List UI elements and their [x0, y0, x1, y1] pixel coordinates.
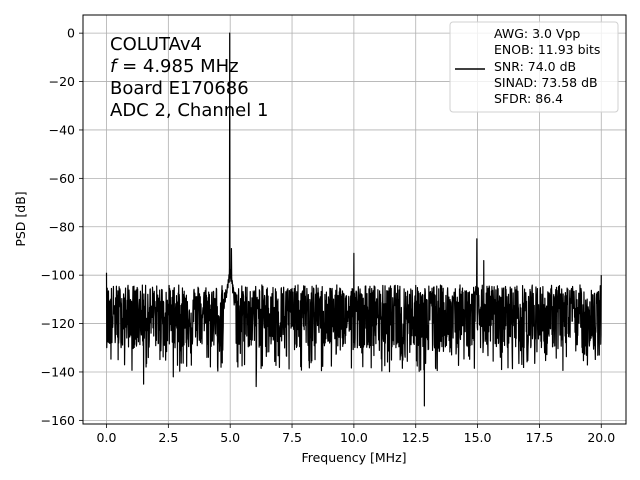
- legend-entry-sfdr: SFDR: 86.4: [494, 91, 563, 106]
- annotation-line-board: Board E170686: [110, 78, 249, 99]
- legend-entry-snr: SNR: 74.0 dB: [494, 59, 576, 74]
- legend: AWG: 3.0 Vpp ENOB: 11.93 bits SNR: 74.0 …: [449, 21, 619, 113]
- annotation-line-adc: ADC 2, Channel 1: [110, 100, 268, 121]
- x-tick-label: 0.0: [97, 430, 117, 445]
- y-tick-label: −20: [49, 74, 75, 89]
- x-tick-label: 7.5: [282, 430, 302, 445]
- x-tick-label: 10.0: [340, 430, 368, 445]
- y-tick-label: −140: [41, 364, 75, 379]
- x-axis-ticks: 0.0 2.5 5.0 7.5 10.0 12.5 15.0 17.5 20.0: [97, 424, 615, 445]
- annotation-line-frequency: f = 4.985 MHz: [110, 56, 239, 77]
- plot-area: [105, 32, 602, 407]
- legend-entry-enob: ENOB: 11.93 bits: [494, 42, 600, 57]
- x-tick-label: 2.5: [158, 430, 178, 445]
- frequency-symbol: f: [110, 56, 119, 77]
- y-tick-label: −120: [41, 316, 75, 331]
- psd-trace: [105, 32, 602, 407]
- legend-entry-awg: AWG: 3.0 Vpp: [494, 26, 580, 41]
- legend-entry-sinad: SINAD: 73.58 dB: [494, 75, 598, 90]
- legend-frame: [449, 21, 619, 113]
- x-tick-label: 20.0: [587, 430, 615, 445]
- x-tick-label: 17.5: [525, 430, 553, 445]
- y-tick-label: −160: [41, 413, 75, 428]
- y-axis-label: PSD [dB]: [13, 191, 28, 246]
- x-tick-label: 15.0: [464, 430, 492, 445]
- annotation-box: COLUTAv4 f = 4.985 MHz Board E170686 ADC…: [110, 34, 268, 121]
- y-axis-ticks: 0 −20 −40 −60 −80 −100 −120 −140 −160: [41, 26, 83, 428]
- y-tick-label: −100: [41, 268, 75, 283]
- x-tick-label: 12.5: [402, 430, 430, 445]
- frequency-value: = 4.985 MHz: [116, 56, 238, 77]
- y-tick-label: 0: [67, 26, 75, 41]
- y-tick-label: −40: [49, 122, 75, 137]
- annotation-line-chip: COLUTAv4: [110, 34, 202, 55]
- x-axis-label: Frequency [MHz]: [301, 450, 406, 465]
- x-tick-label: 5.0: [220, 430, 240, 445]
- y-tick-label: −80: [49, 219, 75, 234]
- y-tick-label: −60: [49, 171, 75, 186]
- axes-frame: [82, 14, 627, 425]
